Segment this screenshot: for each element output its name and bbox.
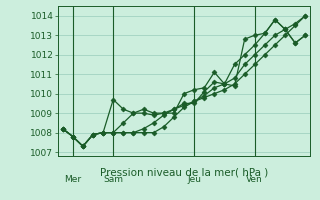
X-axis label: Pression niveau de la mer( hPa ): Pression niveau de la mer( hPa ) <box>100 167 268 177</box>
Text: Jeu: Jeu <box>187 176 201 184</box>
Text: Mer: Mer <box>64 176 81 184</box>
Text: Sam: Sam <box>103 176 123 184</box>
Text: Ven: Ven <box>246 176 263 184</box>
